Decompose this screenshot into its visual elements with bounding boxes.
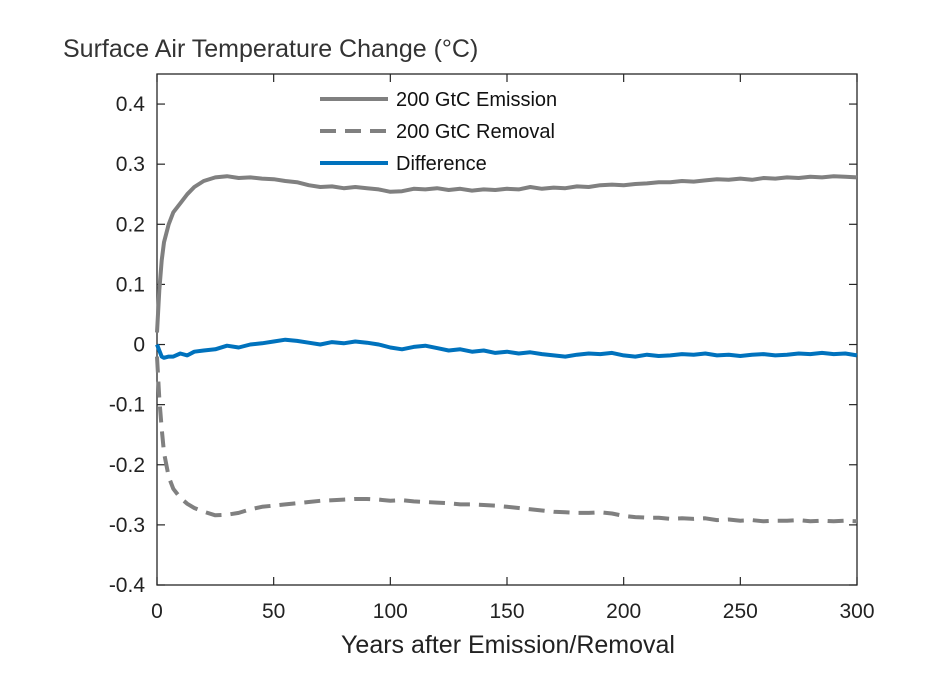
y-tick-label: 0 xyxy=(133,334,145,357)
y-tick-label: 0.4 xyxy=(116,93,146,116)
legend-label: Difference xyxy=(396,153,487,175)
x-tick-label: 200 xyxy=(606,600,641,623)
legend-label: 200 GtC Emission xyxy=(396,89,557,111)
x-tick-label: 100 xyxy=(373,600,408,623)
x-axis-label: Years after Emission/Removal xyxy=(341,631,675,659)
series-line-difference xyxy=(155,337,858,360)
y-tick-label: 0.2 xyxy=(116,213,145,236)
x-tick-label: 300 xyxy=(839,600,874,623)
y-tick-label: 0.1 xyxy=(116,273,145,296)
series-line-200-gtc-removal xyxy=(155,356,858,524)
y-tick-label: -0.1 xyxy=(109,394,145,417)
y-tick-label: -0.3 xyxy=(109,514,145,537)
x-tick-label: 150 xyxy=(489,600,524,623)
series-layer xyxy=(155,174,858,524)
x-tick-label: 0 xyxy=(151,600,163,623)
x-tick-label: 250 xyxy=(723,600,758,623)
series-line-200-gtc-emission xyxy=(155,174,858,333)
y-tick-label: -0.4 xyxy=(109,574,146,597)
x-tick-label: 50 xyxy=(262,600,285,623)
plot-area: -0.4 -0.3 -0.2 -0.1 0 0.1 0.2 0.3 0.4 0 50 100 150 2… xyxy=(109,73,875,623)
y-tick-label: -0.2 xyxy=(109,454,145,477)
legend: 200 GtC Emission 200 GtC Removal Differenc… xyxy=(320,89,557,175)
chart-title: Surface Air Temperature Change (°C) xyxy=(63,35,478,63)
y-tick-label: 0.3 xyxy=(116,153,145,176)
y-axis: -0.4 -0.3 -0.2 -0.1 0 0.1 0.2 0.3 0.4 xyxy=(109,93,857,597)
x-axis: 0 50 100 150 200 250 300 xyxy=(151,74,875,623)
legend-label: 200 GtC Removal xyxy=(396,121,555,143)
